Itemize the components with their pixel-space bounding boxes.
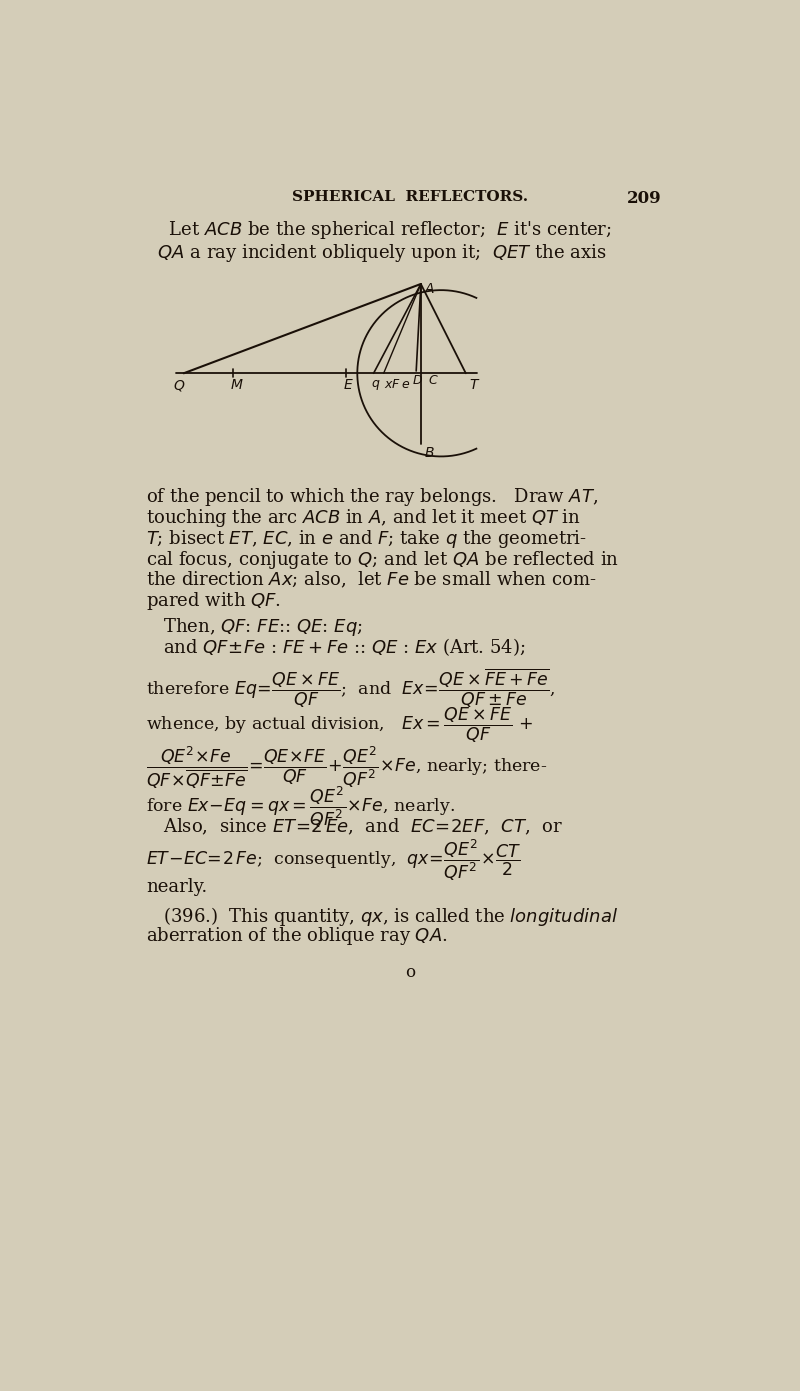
Text: $A$: $A$	[424, 282, 435, 296]
Text: SPHERICAL  REFLECTORS.: SPHERICAL REFLECTORS.	[292, 191, 528, 204]
Text: o: o	[405, 964, 415, 981]
Text: Also,  since $ET\!=\!2\,Ee$,  and  $EC\!=\!2EF$,  $CT$,  or: Also, since $ET\!=\!2\,Ee$, and $EC\!=\!…	[146, 817, 563, 837]
Text: $q$: $q$	[371, 378, 381, 392]
Text: $B$: $B$	[424, 445, 434, 459]
Text: $ET\!-\!EC\!=\!2\,Fe$;  consequently,  $qx\!=\!\dfrac{QE^{2}}{QF^{2}}\!\times\!\: $ET\!-\!EC\!=\!2\,Fe$; consequently, $qx…	[146, 837, 522, 883]
Text: $C$: $C$	[428, 374, 438, 387]
Text: $Q$: $Q$	[173, 378, 186, 392]
Text: $\dfrac{QE^{2}\!\times\! Fe}{QF\!\times\!\overline{QF\!\pm\! Fe}}\!=\!\dfrac{QE\: $\dfrac{QE^{2}\!\times\! Fe}{QF\!\times\…	[146, 744, 548, 791]
Text: Then, $\mathit{QF}$: $\mathit{FE}$:: $\mathit{QE}$: $\mathit{Eq}$;: Then, $\mathit{QF}$: $\mathit{FE}$:: $\m…	[146, 616, 363, 638]
Text: Let $\mathit{ACB}$ be the spherical reflector;  $\mathit{E}$ it's center;: Let $\mathit{ACB}$ be the spherical refl…	[146, 220, 612, 241]
Text: and $\mathit{QF}\!\pm\!\mathit{Fe}$ : $\mathit{FE}+\mathit{Fe}$ :: $\mathit{QE}$: and $\mathit{QF}\!\pm\!\mathit{Fe}$ : $\…	[146, 637, 526, 658]
Text: therefore $Eq\!=\!\dfrac{QE\times FE}{QF}$;  and  $Ex\!=\!\dfrac{QE\times\overli: therefore $Eq\!=\!\dfrac{QE\times FE}{QF…	[146, 666, 556, 709]
Text: 209: 209	[627, 191, 662, 207]
Text: nearly.: nearly.	[146, 878, 208, 896]
Text: pared with $\mathit{QF}$.: pared with $\mathit{QF}$.	[146, 590, 282, 612]
Text: fore $Ex\!-\!Eq = qx =\dfrac{QE^{2}}{QF^{2}}\!\times\! Fe$, nearly.: fore $Ex\!-\!Eq = qx =\dfrac{QE^{2}}{QF^…	[146, 785, 455, 830]
Text: $\mathit{QA}$ a ray incident obliquely upon it;  $\mathit{QET}$ the axis: $\mathit{QA}$ a ray incident obliquely u…	[146, 242, 607, 264]
Text: $\mathit{T}$; bisect $\mathit{ET}$, $\mathit{EC}$, in $e$ and $\mathit{F}$; take: $\mathit{T}$; bisect $\mathit{ET}$, $\ma…	[146, 529, 587, 549]
Text: whence, by actual division,   $Ex =\dfrac{QE \times FE}{QF}$ $+$: whence, by actual division, $Ex =\dfrac{…	[146, 705, 534, 746]
Text: the direction $\mathit{Ax}$; also,  let $\mathit{Fe}$ be small when com-: the direction $\mathit{Ax}$; also, let $…	[146, 570, 597, 590]
Text: $E$: $E$	[343, 378, 354, 392]
Text: cal focus, conjugate to $\mathit{Q}$; and let $\mathit{QA}$ be reflected in: cal focus, conjugate to $\mathit{Q}$; an…	[146, 549, 619, 570]
Text: $D$: $D$	[412, 374, 423, 387]
Text: touching the arc $\mathit{ACB}$ in $\mathit{A}$, and let it meet $\mathit{QT}$ i: touching the arc $\mathit{ACB}$ in $\mat…	[146, 508, 582, 529]
Text: (396.)  This quantity, $qx$, is called the $\mathit{longitudinal}$: (396.) This quantity, $qx$, is called th…	[146, 904, 618, 928]
Text: $x$: $x$	[384, 378, 394, 391]
Text: $e$: $e$	[402, 378, 410, 391]
Text: of the pencil to which the ray belongs.   Draw $\mathit{AT}$,: of the pencil to which the ray belongs. …	[146, 487, 598, 509]
Text: aberration of the oblique ray $\mathit{QA}$.: aberration of the oblique ray $\mathit{Q…	[146, 925, 448, 947]
Text: $M$: $M$	[230, 378, 244, 392]
Text: $F$: $F$	[391, 378, 401, 391]
Text: $T$: $T$	[469, 378, 480, 392]
